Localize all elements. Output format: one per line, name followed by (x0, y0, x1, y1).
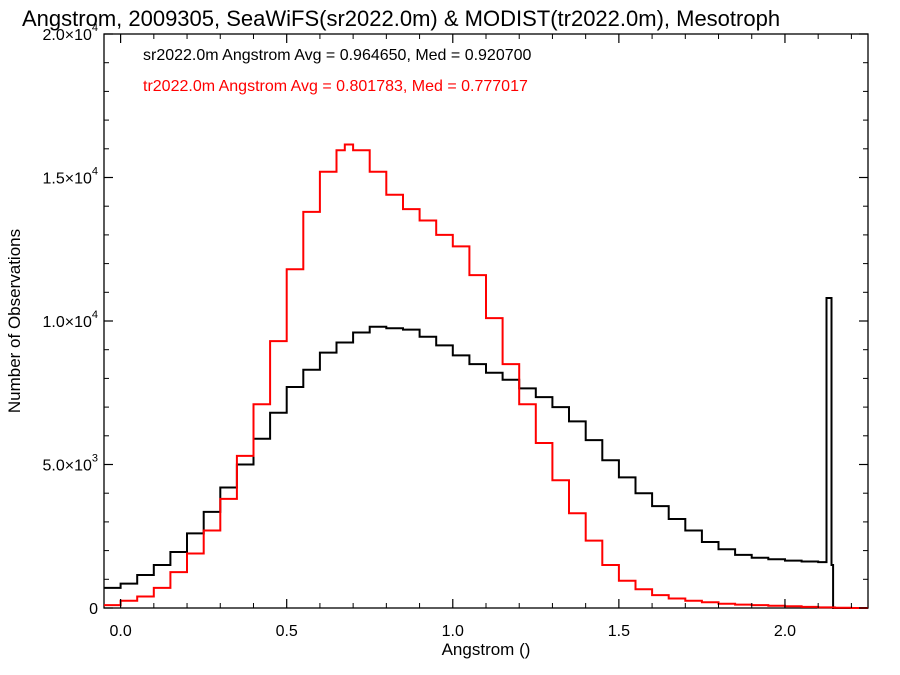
series-line-tr2022-0m (104, 143, 868, 609)
x-tick-label: 0.0 (109, 623, 131, 640)
x-tick-label: 0.5 (276, 623, 298, 640)
series-layer (104, 143, 868, 609)
y-tick-label: 5.0×103 (42, 453, 98, 475)
x-tick-label: 2.0 (774, 623, 796, 640)
y-tick-label: 2.0×104 (42, 22, 98, 44)
y-tick-label: 1.5×104 (42, 166, 98, 188)
chart-title: Angstrom, 2009305, SeaWiFS(sr2022.0m) & … (22, 6, 780, 31)
legend-entry-sr2022: sr2022.0m Angstrom Avg = 0.964650, Med =… (143, 47, 532, 64)
x-tick-label: 1.5 (608, 623, 630, 640)
y-tick-label: 0 (89, 601, 98, 618)
y-axis-label: Number of Observations (5, 229, 24, 413)
legend-entry-tr2022: tr2022.0m Angstrom Avg = 0.801783, Med =… (143, 78, 528, 95)
y-tick-label: 1.0×104 (42, 309, 98, 331)
x-tick-label: 1.0 (442, 623, 464, 640)
x-axis-label: Angstrom () (442, 640, 531, 659)
tick-layer: 0.0 0.5 1.0 1.5 2.0 0 5.0×103 1.0×104 1.5×104 2.0… (42, 22, 868, 640)
